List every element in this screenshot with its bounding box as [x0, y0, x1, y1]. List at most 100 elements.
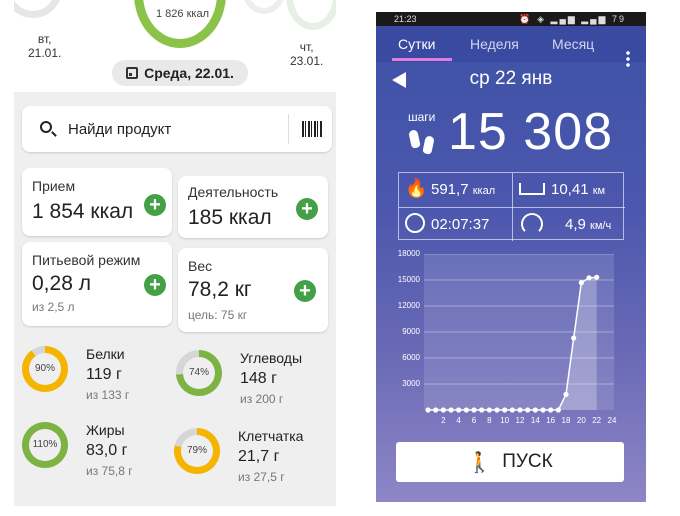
speed-unit: км/ч [590, 220, 612, 232]
chart-x-tick-label: 10 [500, 416, 510, 425]
nutrient-name: Жиры [86, 422, 125, 438]
intake-card[interactable]: Прием 1 854 ккал + [22, 168, 172, 236]
start-button[interactable]: 🚶 ПУСК [396, 442, 624, 482]
day-ring[interactable] [242, 0, 286, 14]
nutrition-app-screen: 1 826 ккал вт, 21.01. чт, 23.01. Среда, … [14, 0, 336, 506]
chart-point [456, 407, 462, 413]
day-selector: 1 826 ккал вт, 21.01. чт, 23.01. Среда, … [14, 0, 336, 92]
chart-y-tick-label: 15000 [397, 275, 420, 284]
nutrient-name: Углеводы [240, 350, 303, 366]
nutrient-percent: 90% [29, 353, 61, 385]
day-label-tuesday[interactable]: вт, 21.01. [28, 32, 61, 60]
footprint-icon [422, 135, 435, 155]
water-goal: из 2,5 л [32, 300, 75, 314]
chart-point [555, 407, 561, 413]
tab-day[interactable]: Сутки [398, 36, 436, 52]
nutrient-goal: из 133 г [86, 388, 130, 402]
day-label-thursday[interactable]: чт, 23.01. [290, 40, 323, 68]
battery-icon: 79 [611, 14, 626, 24]
nutrient-name: Белки [86, 346, 125, 362]
nutrient-fat[interactable]: 110% Жиры 83,0 г из 75,8 г [22, 422, 172, 482]
barcode-icon[interactable] [302, 121, 322, 137]
footprint-icon [408, 129, 421, 149]
chart-point [486, 407, 492, 413]
calories-stat: 591,7 ккал [431, 181, 495, 198]
tab-week[interactable]: Неделя [470, 36, 519, 52]
walking-person-icon: 🚶 [467, 451, 493, 474]
start-button-label: ПУСК [502, 451, 553, 472]
chart-x-tick-label: 6 [471, 416, 477, 425]
nutrient-value: 148 г [240, 370, 277, 387]
steps-count: 15 308 [448, 103, 614, 161]
chart-y-tick-label: 9000 [402, 327, 420, 336]
add-intake-button[interactable]: + [144, 194, 166, 216]
status-bar: 21:23 ⏰ ◈ ▂▄▆ ▂▄▆ 79 [376, 12, 646, 26]
calendar-icon [126, 67, 139, 79]
chart-point [494, 407, 500, 413]
calorie-ring-label: 1 826 ккал [156, 8, 209, 20]
chart-x-tick-label: 20 [576, 416, 586, 425]
nutrient-carbs[interactable]: 74% Углеводы 148 г из 200 г [176, 350, 332, 410]
distance-value: 10,41 [551, 181, 589, 198]
weight-value: 78,2 кг [188, 278, 252, 301]
nutrient-name: Клетчатка [238, 428, 304, 444]
nutrient-goal: из 27,5 г [238, 470, 285, 484]
weight-title: Вес [188, 258, 213, 274]
day-name: вт, [37, 32, 52, 46]
chart-area [428, 277, 597, 410]
nutrient-progress-ring: 90% [22, 346, 68, 392]
add-activity-button[interactable]: + [296, 198, 318, 220]
stopwatch-icon [405, 213, 425, 233]
chart-point [548, 407, 554, 413]
previous-day-ring[interactable] [14, 0, 62, 18]
date-navigator: ср 22 янв [376, 64, 646, 94]
nutrient-goal: из 200 г [240, 392, 284, 406]
chart-point [517, 407, 523, 413]
weight-card[interactable]: Вес 78,2 кг цель: 75 кг + [178, 248, 328, 332]
water-value: 0,28 л [32, 272, 91, 295]
current-date-chip[interactable]: Среда, 22.01. [112, 60, 248, 86]
nutrient-protein[interactable]: 90% Белки 119 г из 133 г [22, 346, 172, 406]
speed-stat: 4,9 км/ч [565, 216, 611, 233]
tab-month[interactable]: Месяц [552, 36, 595, 52]
flame-icon: 🔥 [405, 178, 428, 198]
food-search-bar[interactable]: Найди продукт [22, 106, 332, 152]
distance-stat: 10,41 км [551, 181, 605, 198]
intake-value: 1 854 ккал [32, 200, 134, 223]
intake-title: Прием [32, 178, 76, 194]
chart-point [425, 407, 431, 413]
speed-value: 4,9 [565, 216, 586, 233]
chart-x-tick-label: 24 [607, 416, 617, 425]
chart-plot-area [424, 254, 614, 410]
search-input[interactable]: Найди продукт [68, 121, 172, 138]
nutrient-fiber[interactable]: 79% Клетчатка 21,7 г из 27,5 г [174, 428, 332, 488]
previous-day-arrow-icon[interactable] [392, 72, 406, 88]
steps-label: шаги [408, 110, 436, 124]
chart-y-tick-label: 3000 [402, 379, 420, 388]
overflow-menu-icon[interactable] [626, 50, 630, 68]
activity-title: Деятельность [188, 184, 279, 200]
activity-card[interactable]: Деятельность 185 ккал + [178, 176, 328, 238]
chart-point [479, 407, 485, 413]
water-card[interactable]: Питьевой режим 0,28 л из 2,5 л + [22, 242, 172, 326]
weight-goal: цель: 75 кг [188, 308, 248, 322]
divider [288, 114, 289, 144]
chart-point [502, 407, 508, 413]
chart-point [509, 407, 515, 413]
nutrient-progress-ring: 74% [176, 350, 222, 396]
search-icon [40, 121, 52, 133]
next-day-ring[interactable] [286, 0, 336, 30]
nutrient-progress-ring: 79% [174, 428, 220, 474]
add-weight-button[interactable]: + [294, 280, 316, 302]
chart-point [433, 407, 439, 413]
calories-value: 591,7 [431, 181, 469, 198]
chart-x-tick-label: 18 [561, 416, 571, 425]
chart-y-tick-label: 12000 [397, 301, 420, 310]
chart-point [448, 407, 454, 413]
add-water-button[interactable]: + [144, 274, 166, 296]
chart-y-tick-label: 6000 [402, 353, 420, 362]
chart-x-tick-label: 8 [487, 416, 492, 425]
chart-x-tick-label: 16 [546, 416, 556, 425]
nutrient-value: 21,7 г [238, 448, 280, 465]
status-icons: ⏰ ◈ ▂▄▆ ▂▄▆ 79 [519, 14, 626, 24]
